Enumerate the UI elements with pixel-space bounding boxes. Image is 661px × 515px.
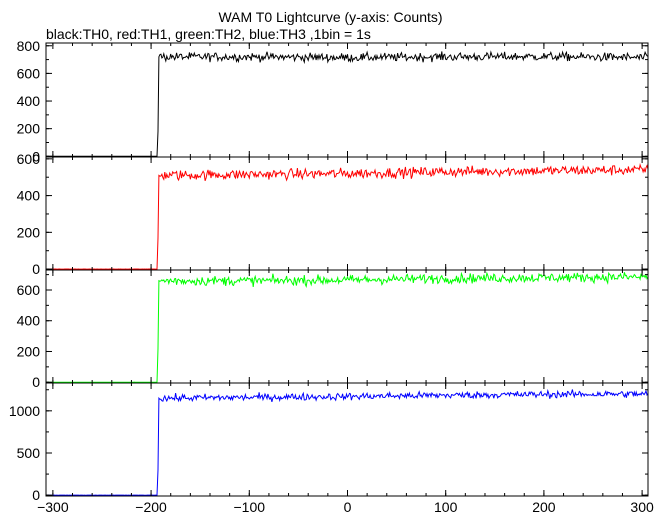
panel-frame-th0 (45, 42, 649, 158)
series-line-th1 (45, 162, 649, 270)
y-tick-label: 0 (32, 374, 40, 390)
y-tick-label: 600 (17, 151, 41, 167)
y-tick-label: 0 (32, 148, 40, 164)
y-tick-label: 400 (17, 93, 41, 109)
series-line-th3 (46, 388, 649, 496)
panel-frame-th2 (45, 269, 649, 384)
chart-subtitle: black:TH0, red:TH1, green:TH2, blue:TH3 … (46, 26, 371, 42)
x-tick-label: 300 (630, 499, 654, 515)
chart-title: WAM T0 Lightcurve (y-axis: Counts) (218, 9, 443, 25)
y-tick-label: 0 (32, 487, 40, 503)
x-tick-label: 0 (344, 499, 352, 515)
series-line-th0 (46, 50, 649, 157)
y-tick-label: 600 (17, 65, 41, 81)
y-tick-label: 1000 (9, 403, 40, 419)
x-tick-label: −200 (135, 499, 167, 515)
panel-frame-th3 (45, 382, 649, 497)
x-tick-label: −100 (234, 499, 266, 515)
y-tick-label: 500 (17, 445, 41, 461)
y-tick-label: 800 (17, 38, 41, 54)
y-tick-label: 200 (17, 121, 41, 137)
y-tick-label: 200 (17, 343, 41, 359)
x-tick-label: −300 (37, 499, 69, 515)
y-tick-label: 400 (17, 313, 41, 329)
series-line-th2 (46, 271, 649, 383)
y-tick-label: 400 (17, 188, 41, 204)
y-tick-label: 0 (32, 261, 40, 277)
y-tick-label: 600 (17, 282, 41, 298)
x-tick-label: 200 (532, 499, 556, 515)
x-tick-label: 100 (434, 499, 458, 515)
y-tick-label: 200 (17, 224, 41, 240)
